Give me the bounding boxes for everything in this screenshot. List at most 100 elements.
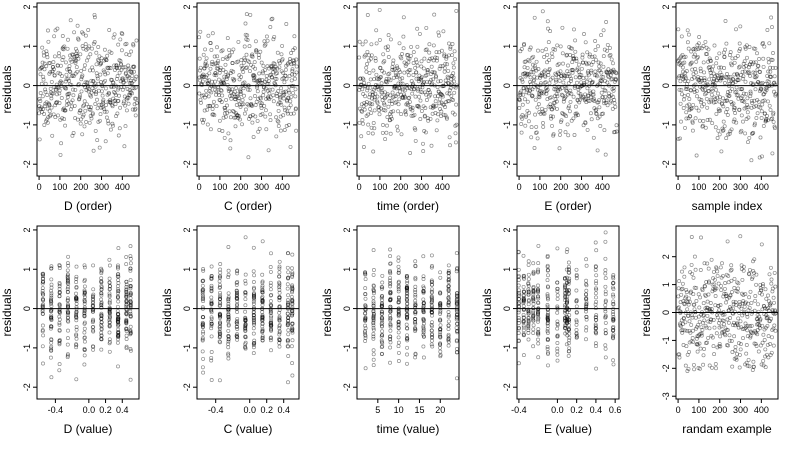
data-point — [369, 110, 374, 115]
data-point — [531, 54, 536, 59]
data-point — [61, 55, 66, 60]
data-point — [715, 136, 720, 140]
data-point — [220, 48, 225, 53]
x-tick-label: 200 — [712, 182, 727, 192]
data-point — [582, 96, 587, 101]
data-point — [227, 87, 232, 92]
data-point — [600, 95, 605, 100]
data-point — [710, 121, 715, 126]
data-point — [383, 79, 388, 84]
data-point — [676, 136, 681, 141]
data-point — [593, 268, 598, 272]
data-point — [113, 98, 118, 103]
data-point — [413, 284, 418, 289]
x-tick-label: 5 — [375, 405, 380, 415]
data-point — [256, 96, 260, 101]
data-point — [548, 102, 553, 107]
data-point — [410, 105, 415, 110]
data-point — [402, 92, 406, 97]
data-point — [447, 99, 452, 104]
y-axis-label: residuals — [480, 65, 494, 113]
data-point — [245, 58, 250, 63]
data-point — [692, 52, 697, 57]
data-point — [69, 74, 74, 79]
data-point — [761, 56, 766, 61]
data-point — [219, 88, 224, 93]
data-point — [210, 59, 215, 64]
data-point — [252, 94, 257, 98]
data-point — [291, 90, 295, 95]
data-point — [682, 265, 687, 270]
data-point — [75, 49, 79, 54]
data-point — [95, 97, 99, 102]
data-point — [99, 105, 104, 110]
data-point — [123, 70, 128, 75]
data-point — [56, 84, 61, 89]
data-point — [402, 60, 407, 65]
data-point — [85, 80, 90, 85]
data-point — [253, 66, 258, 71]
data-point — [95, 138, 100, 143]
data-point — [454, 347, 459, 351]
data-point — [741, 336, 745, 341]
x-tick-label: -0.4 — [208, 405, 224, 415]
data-point — [434, 58, 439, 63]
data-point — [710, 67, 714, 72]
x-axis-label: sample index — [692, 199, 763, 213]
data-point — [115, 98, 120, 103]
data-point — [712, 352, 717, 357]
data-point — [435, 94, 440, 98]
data-point — [598, 124, 603, 128]
data-point — [215, 54, 220, 59]
data-point — [711, 79, 716, 83]
data-point — [57, 80, 62, 85]
data-point — [588, 111, 593, 116]
data-point — [368, 107, 373, 111]
data-point — [767, 272, 772, 277]
y-tick-label: -1 — [22, 121, 32, 129]
data-point — [204, 56, 209, 61]
data-point — [274, 115, 279, 120]
data-point — [425, 116, 430, 121]
data-point — [403, 63, 408, 68]
data-point — [240, 98, 245, 102]
data-point — [124, 337, 129, 341]
data-point — [696, 292, 701, 297]
data-point — [690, 315, 695, 320]
data-point — [129, 69, 134, 74]
data-point — [124, 97, 129, 102]
data-point — [229, 68, 234, 73]
data-point — [261, 71, 265, 76]
data-point — [395, 66, 400, 71]
data-point — [260, 69, 265, 74]
data-point — [414, 70, 419, 75]
data-point — [518, 76, 523, 80]
data-point — [753, 60, 758, 65]
data-point — [709, 87, 714, 92]
data-point — [541, 111, 546, 116]
data-point — [681, 97, 686, 102]
data-point — [131, 42, 136, 47]
data-point — [111, 123, 115, 128]
data-point — [574, 113, 579, 118]
data-point — [52, 73, 57, 78]
data-point — [708, 58, 713, 63]
data-point — [584, 263, 589, 268]
y-tick-label: 1 — [502, 267, 512, 272]
data-point — [218, 267, 223, 272]
data-point — [202, 66, 207, 71]
data-point — [63, 108, 68, 113]
data-point — [431, 104, 436, 109]
data-point — [425, 68, 430, 73]
data-point — [747, 295, 752, 300]
data-point — [572, 27, 576, 32]
data-point — [690, 128, 695, 133]
data-point — [690, 119, 695, 124]
data-point — [102, 69, 107, 74]
data-point — [40, 60, 45, 65]
data-point — [387, 118, 392, 123]
data-point — [55, 26, 60, 31]
data-point — [116, 299, 121, 304]
